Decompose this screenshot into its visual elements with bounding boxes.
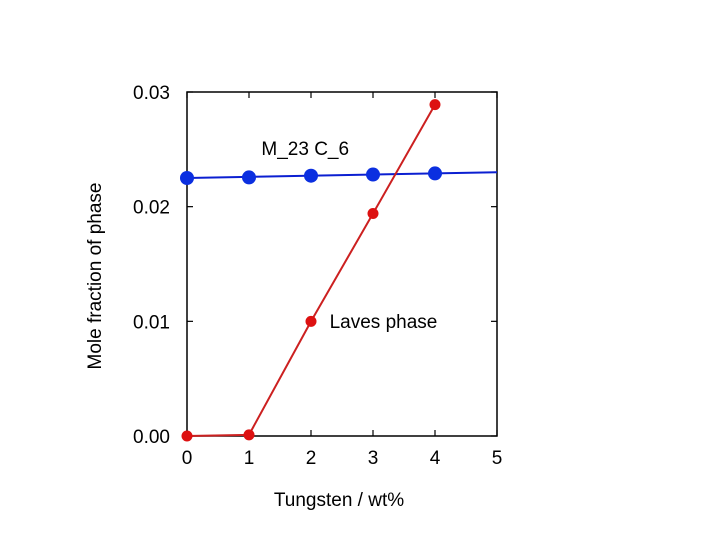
data-point — [242, 170, 256, 185]
data-point — [243, 429, 255, 441]
x-axis-label: Tungsten / wt% — [274, 490, 404, 511]
y-tick-label: 0.01 — [133, 312, 170, 333]
y-axis-label: Mole fraction of phase — [85, 183, 106, 370]
series-layer — [180, 99, 498, 442]
x-tick-label: 5 — [492, 448, 503, 469]
data-point — [305, 315, 317, 327]
x-tick-label: 4 — [430, 448, 441, 469]
data-point — [181, 430, 193, 442]
data-point — [304, 168, 318, 183]
x-tick-label: 0 — [182, 448, 193, 469]
y-tick-label: 0.03 — [133, 83, 170, 104]
data-point — [180, 171, 194, 185]
series-annotation: M_23 C_6 — [261, 139, 349, 160]
series-line — [186, 171, 498, 179]
x-tick-label: 1 — [244, 448, 255, 469]
series-annotation: Laves phase — [330, 312, 438, 333]
x-tick-label: 3 — [368, 448, 379, 469]
data-point — [428, 166, 442, 181]
y-tick-label: 0.00 — [133, 427, 170, 448]
data-point — [367, 208, 379, 220]
data-point — [366, 167, 380, 182]
x-tick-label: 2 — [306, 448, 317, 469]
plot-frame — [186, 91, 498, 437]
data-point — [429, 99, 441, 111]
labels-layer: 0 1 2 3 4 5 0.00 0.01 0.02 0.03 M_23 C_6 Laves phas… — [85, 83, 502, 511]
y-tick-label: 0.02 — [133, 198, 170, 219]
